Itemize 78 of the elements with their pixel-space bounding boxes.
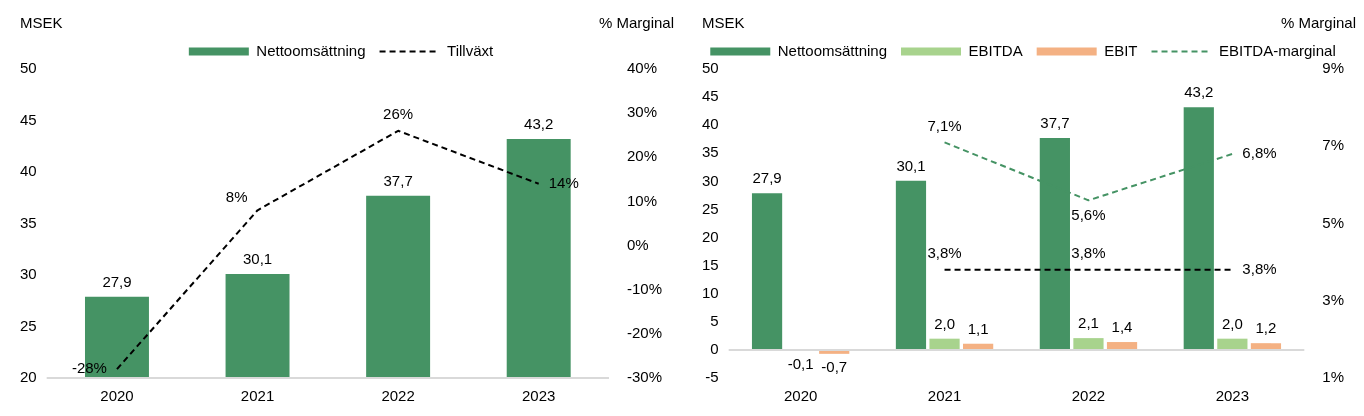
data-label: 27,9 [102, 272, 132, 290]
data-label: 1,4 [1111, 318, 1133, 336]
data-label: 7,1% [927, 116, 962, 134]
data-label: 30,1 [242, 250, 273, 268]
x-tick-label: 2022 [381, 387, 415, 405]
data-label: 3,8% [1242, 259, 1277, 277]
data-label: 37,7 [383, 171, 413, 189]
data-label: 2,0 [1221, 314, 1243, 332]
y-tick-label: -5 [705, 368, 719, 386]
data-label: 2,0 [934, 314, 955, 332]
y2-tick-label: 0% [626, 235, 649, 253]
data-label: 5,6% [1071, 206, 1106, 224]
x-tick-label: 2021 [927, 387, 962, 405]
y2-tick-label: -20% [626, 324, 663, 341]
y2-tick-label: -30% [626, 368, 663, 386]
y2-tick-label: 1% [1322, 368, 1345, 386]
y-tick-label: 10 [702, 283, 719, 301]
data-label: 3,8% [927, 243, 962, 261]
y-tick-label: 15 [702, 255, 719, 273]
y-tick-label: 40 [20, 162, 37, 180]
data-label: 43,2 [1184, 83, 1214, 101]
data-label: 1,2 [1255, 319, 1277, 337]
y2-tick-label: 20% [626, 147, 658, 165]
data-label: 43,2 [524, 115, 554, 133]
bar [751, 193, 783, 350]
legend-label: EBITDA-marginal [1219, 41, 1336, 59]
y-tick-label: 45 [702, 87, 719, 105]
y-tick-label: 30 [702, 171, 719, 189]
y-tick-label: 25 [20, 316, 37, 334]
data-label: 6,8% [1242, 144, 1277, 162]
data-label: 27,9 [752, 169, 782, 187]
y2-tick-label: 7% [1322, 136, 1345, 154]
y-tick-label: 5 [710, 311, 719, 329]
x-tick-label: 2022 [1071, 387, 1106, 405]
bar [1073, 338, 1104, 350]
x-tick-label: 2023 [1215, 387, 1250, 405]
y2-tick-label: 10% [626, 191, 658, 209]
data-label: 8% [225, 188, 248, 206]
data-label: 3,8% [1071, 243, 1106, 261]
data-label: 26% [383, 104, 414, 122]
legend-label: Nettoomsättning [777, 41, 888, 59]
y2-tick-label: 30% [626, 103, 658, 121]
data-label: -0,1 [787, 354, 814, 372]
y-tick-label: 20 [20, 368, 37, 386]
x-tick-label: 2023 [522, 387, 556, 405]
y-tick-label: 35 [20, 213, 37, 231]
y2-tick-label: 3% [1322, 290, 1345, 308]
data-label: 1,1 [967, 319, 989, 337]
y-tick-label: 20 [702, 227, 719, 245]
legend-label: Tillväxt [447, 41, 494, 59]
x-tick-label: 2021 [240, 387, 275, 405]
x-tick-label: 2020 [783, 387, 818, 405]
y-tick-label: 25 [702, 199, 719, 217]
y-tick-label: 40 [702, 115, 719, 133]
y-tick-label: 50 [20, 59, 37, 77]
data-label: -0,7 [821, 357, 848, 375]
bar [929, 338, 960, 350]
data-label: 2,1 [1078, 314, 1099, 332]
legend-label: Nettoomsättning [256, 41, 366, 59]
y-tick-label: 45 [20, 110, 37, 128]
y2-axis-title: % Marginal [598, 13, 674, 31]
data-label: 30,1 [896, 156, 926, 174]
y2-tick-label: -10% [626, 279, 663, 297]
y-tick-label: 50 [702, 59, 719, 77]
y-tick-label: 35 [702, 143, 719, 161]
y-axis-title: MSEK [702, 13, 745, 31]
y-tick-label: 30 [20, 265, 37, 283]
bar [895, 180, 927, 350]
x-tick-label: 2020 [100, 387, 134, 405]
y-axis-title: MSEK [20, 13, 63, 31]
legend-label: EBITDA [968, 41, 1023, 59]
y-tick-label: 0 [710, 340, 719, 358]
y2-axis-title: % Marginal [1280, 13, 1356, 31]
legend-label: EBIT [1104, 41, 1138, 59]
data-label: 37,7 [1040, 114, 1070, 132]
y2-tick-label: 40% [626, 59, 658, 77]
y2-tick-label: 9% [1322, 59, 1345, 77]
y2-tick-label: 5% [1322, 213, 1345, 231]
